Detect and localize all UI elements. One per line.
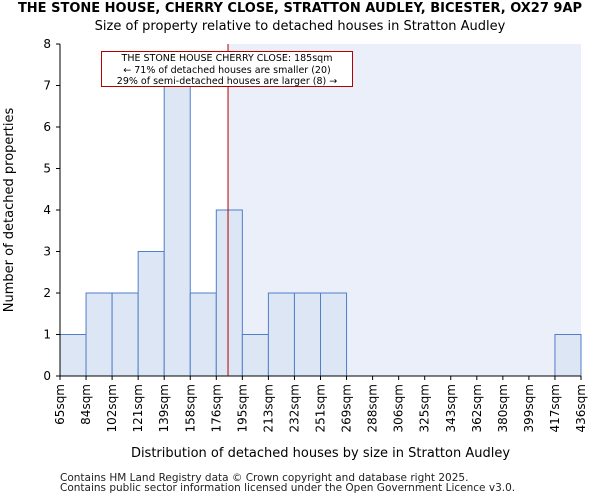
chart-subtitle: Size of property relative to detached ho… bbox=[94, 19, 506, 34]
x-tick-label: 121sqm bbox=[131, 384, 145, 432]
histogram-bar bbox=[163, 85, 191, 377]
y-tick-label: 4 bbox=[43, 203, 51, 217]
x-tick-label: 158sqm bbox=[183, 384, 197, 432]
x-tick-label: 65sqm bbox=[53, 384, 67, 425]
x-tick-label: 213sqm bbox=[261, 384, 275, 432]
annotation-line-3: 29% of semi-detached houses are larger (… bbox=[116, 76, 338, 87]
histogram-bar bbox=[59, 334, 87, 377]
y-tick-label: 3 bbox=[43, 245, 51, 259]
histogram-chart: 0 1 2 3 4 5 6 7 8 65sqm 84sqm 102sqm 121sqm 139sqm 158… bbox=[2, 37, 588, 461]
annotation-line-2: ← 71% of detached houses are smaller (20… bbox=[123, 64, 331, 76]
x-axis-title: Distribution of detached houses by size … bbox=[131, 446, 510, 461]
y-tick-label: 1 bbox=[43, 328, 51, 342]
x-tick-label: 102sqm bbox=[105, 384, 119, 432]
x-tick-label: 362sqm bbox=[470, 384, 484, 432]
histogram-bar bbox=[85, 292, 113, 377]
histogram-bar bbox=[320, 292, 348, 377]
footer-line-2: Contains public sector information licen… bbox=[60, 482, 516, 494]
y-tick-label: 6 bbox=[43, 120, 51, 134]
y-tick-label: 5 bbox=[43, 162, 51, 176]
x-tick-label: 139sqm bbox=[157, 384, 171, 432]
y-tick-label: 8 bbox=[43, 37, 51, 51]
x-tick-label: 436sqm bbox=[574, 384, 588, 432]
histogram-bar bbox=[111, 292, 139, 377]
x-tick-label: 325sqm bbox=[418, 384, 432, 432]
histogram-bar bbox=[267, 292, 295, 377]
histogram-bar bbox=[241, 334, 269, 377]
x-tick-label: 306sqm bbox=[392, 384, 406, 432]
histogram-bar bbox=[554, 334, 582, 377]
y-tick-label: 0 bbox=[43, 369, 51, 383]
histogram-bar bbox=[293, 292, 322, 377]
x-tick-label: 232sqm bbox=[287, 384, 301, 432]
chart-title: THE STONE HOUSE, CHERRY CLOSE, STRATTON … bbox=[17, 1, 583, 16]
x-tick-label: 269sqm bbox=[340, 384, 354, 432]
x-tick-label: 288sqm bbox=[366, 384, 380, 432]
histogram-bar bbox=[189, 292, 217, 377]
histogram-bar bbox=[137, 251, 165, 377]
histogram-bar bbox=[215, 209, 243, 377]
x-tick-label: 417sqm bbox=[548, 384, 562, 432]
y-axis-title: Number of detached properties bbox=[2, 108, 17, 313]
x-tick-label: 399sqm bbox=[522, 384, 536, 432]
y-tick-label: 7 bbox=[43, 79, 51, 93]
y-tick-label: 2 bbox=[43, 286, 51, 300]
annotation-line-1: THE STONE HOUSE CHERRY CLOSE: 185sqm bbox=[121, 53, 333, 64]
property-annotation-box: THE STONE HOUSE CHERRY CLOSE: 185sqm ← 7… bbox=[101, 51, 353, 87]
x-tick-label: 251sqm bbox=[314, 384, 328, 432]
x-tick-label: 195sqm bbox=[235, 384, 249, 432]
footer-line-1: Contains HM Land Registry data © Crown c… bbox=[60, 472, 469, 484]
x-tick-label: 380sqm bbox=[496, 384, 510, 432]
x-tick-label: 176sqm bbox=[209, 384, 223, 432]
x-tick-label: 343sqm bbox=[444, 384, 458, 432]
x-tick-label: 84sqm bbox=[79, 384, 93, 425]
